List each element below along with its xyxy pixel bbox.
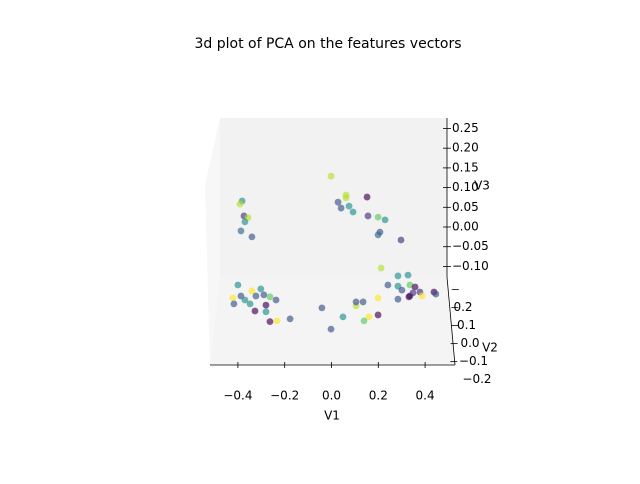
point — [394, 272, 402, 280]
z-tick-label: 0.20 — [452, 141, 479, 155]
y-tick-label: −0.2 — [462, 372, 491, 386]
y-tick-label: 0.1 — [457, 318, 476, 332]
point — [349, 208, 357, 216]
point — [262, 301, 270, 309]
point — [318, 304, 326, 312]
point — [384, 281, 392, 289]
point — [260, 291, 268, 299]
point — [398, 286, 406, 294]
z-tick-label: 0.05 — [452, 200, 479, 214]
point — [418, 292, 426, 300]
point — [248, 287, 256, 295]
y-axis-label: V2 — [482, 341, 498, 355]
point — [248, 233, 256, 241]
point — [327, 325, 335, 333]
point — [266, 318, 274, 326]
point — [334, 198, 342, 206]
y-tick-label: 0.2 — [453, 300, 472, 314]
point — [252, 292, 260, 300]
point — [406, 281, 414, 289]
z-tick-label: −0.10 — [452, 259, 489, 273]
chart-title: 3d plot of PCA on the features vectors — [194, 36, 461, 52]
point — [359, 298, 367, 306]
point — [374, 231, 382, 239]
point — [352, 298, 360, 306]
point — [405, 293, 413, 301]
point — [229, 294, 237, 302]
x-tick-label: 0.4 — [416, 389, 435, 403]
point — [246, 300, 254, 308]
point — [230, 300, 238, 308]
x-tick-label: 0.2 — [369, 389, 388, 403]
point — [404, 271, 412, 279]
point — [345, 202, 353, 210]
point — [337, 204, 345, 212]
point — [339, 313, 347, 321]
point — [272, 296, 280, 304]
point — [257, 285, 265, 293]
point — [262, 308, 270, 316]
point — [241, 296, 249, 304]
x-tick-label: −0.2 — [270, 389, 299, 403]
point — [360, 317, 368, 325]
y-tick-label: 0.0 — [460, 336, 479, 350]
point — [394, 295, 402, 303]
z-tick-label: −0.05 — [452, 239, 489, 253]
point — [236, 200, 244, 208]
point — [374, 213, 382, 221]
point — [363, 193, 371, 201]
point — [432, 290, 440, 298]
point — [377, 264, 385, 272]
z-tick-label: 0.25 — [452, 121, 479, 135]
point — [234, 281, 242, 289]
point — [237, 227, 245, 235]
point — [364, 212, 372, 220]
y-axis-line — [446, 276, 456, 366]
back-pane — [220, 118, 447, 277]
point — [241, 218, 249, 226]
point — [411, 283, 419, 291]
z-tick-label: 0.00 — [452, 220, 479, 234]
x-tick-label: −0.4 — [223, 389, 252, 403]
point — [327, 172, 335, 180]
side-pane — [205, 118, 220, 365]
z-axis-label: V3 — [474, 179, 490, 193]
point — [266, 293, 274, 301]
point — [374, 294, 382, 302]
x-tick-label: 0.0 — [322, 389, 341, 403]
point — [342, 194, 350, 202]
x-axis-label: V1 — [324, 409, 340, 423]
y-tick-label: −0.1 — [459, 354, 488, 368]
point — [374, 311, 382, 319]
point — [286, 315, 294, 323]
point — [273, 317, 281, 325]
point — [397, 236, 405, 244]
z-tick-label: 0.10 — [452, 180, 479, 194]
point — [381, 216, 389, 224]
point — [365, 313, 373, 321]
z-tick-label: 0.15 — [452, 160, 479, 174]
point — [251, 307, 259, 315]
